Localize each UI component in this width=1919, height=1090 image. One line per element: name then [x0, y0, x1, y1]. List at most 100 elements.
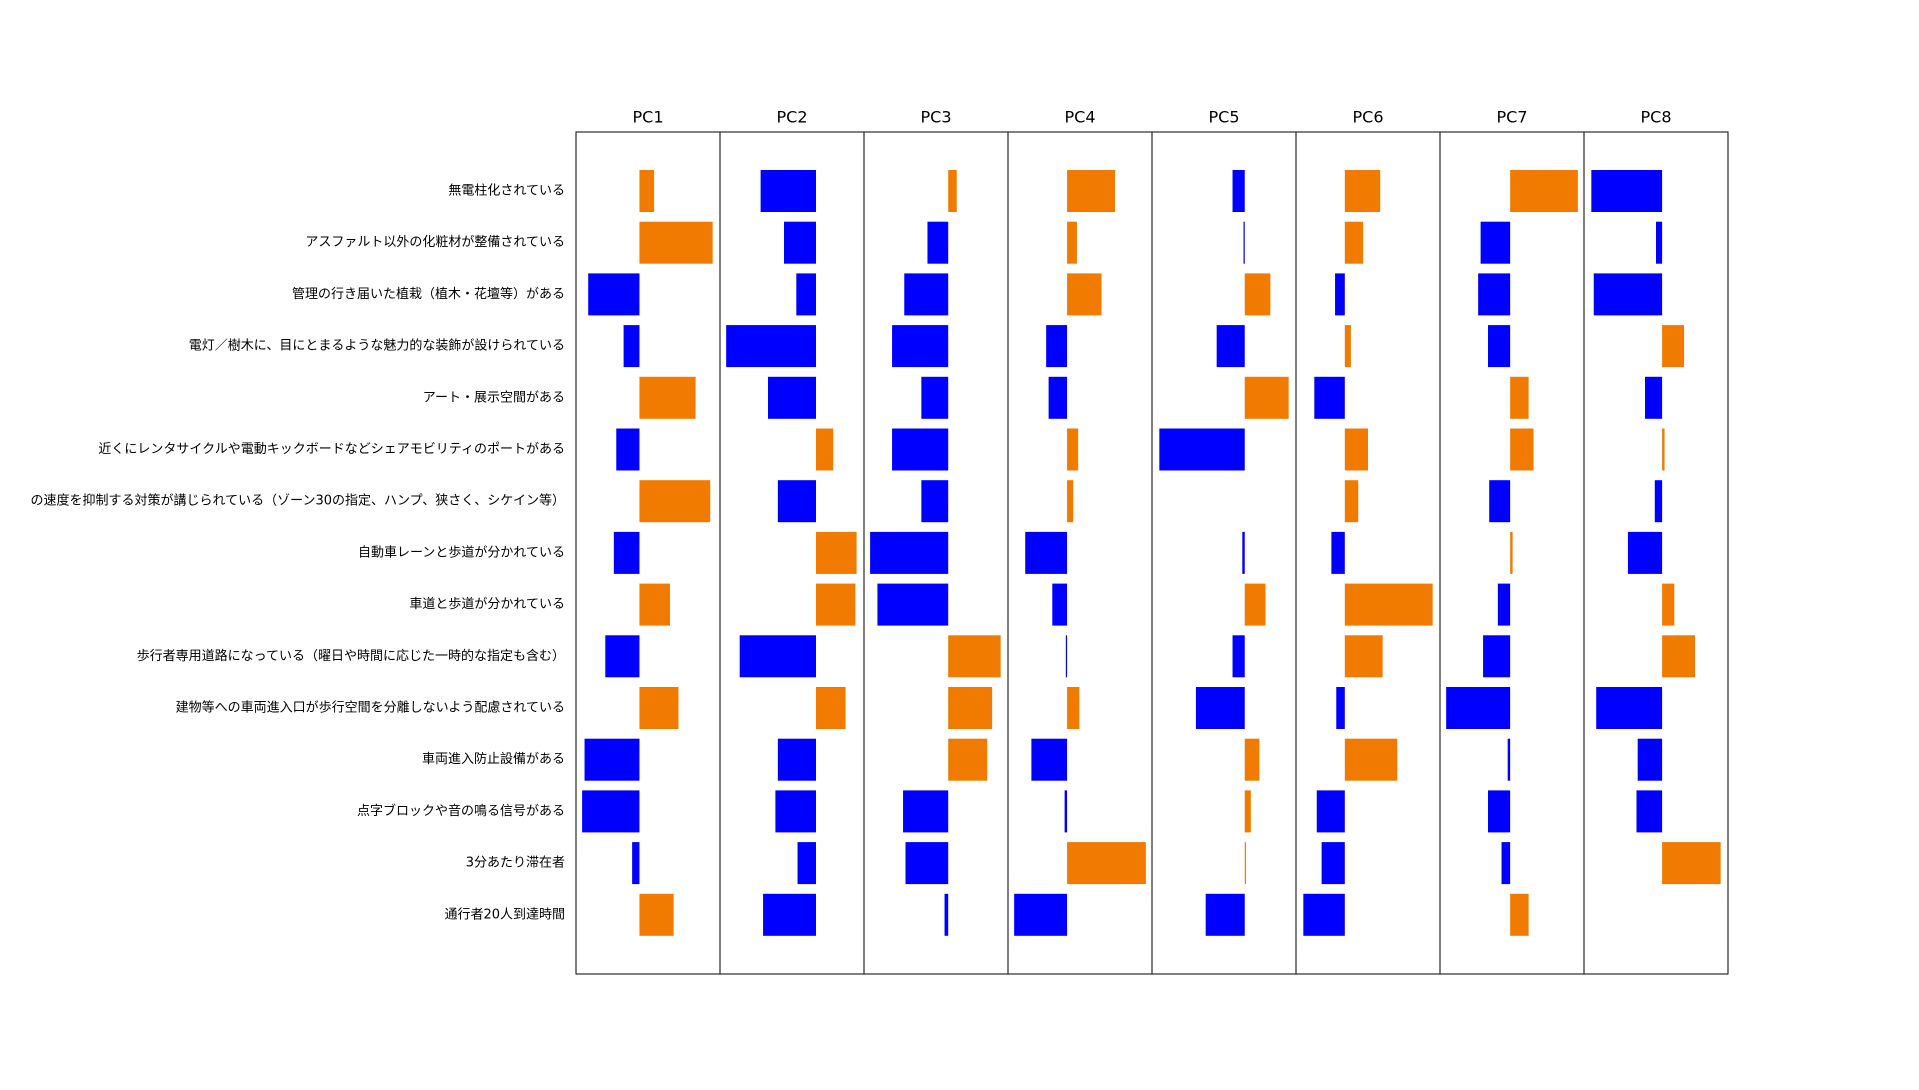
bar: [870, 531, 949, 574]
bar: [1244, 790, 1251, 833]
bar: [1025, 531, 1068, 574]
bar: [1331, 531, 1345, 574]
bar: [1662, 583, 1675, 626]
bar: [1637, 738, 1663, 781]
bar: [1662, 635, 1696, 678]
bar: [1048, 376, 1068, 419]
category-label: 通行者20人到達時間: [444, 907, 565, 922]
bar: [1314, 376, 1345, 419]
bar: [1232, 635, 1245, 678]
bar: [760, 170, 816, 212]
bar: [1488, 790, 1511, 833]
bar: [892, 428, 949, 471]
bar: [1336, 687, 1345, 729]
category-label: 車両進入防止設備がある: [422, 751, 565, 767]
bar: [726, 325, 816, 368]
bar: [1662, 428, 1665, 471]
bar: [639, 583, 670, 626]
category-label: 電灯／樹木に、目にとまるような魅力的な装飾が設けられている: [189, 338, 565, 354]
bar: [892, 325, 949, 368]
bar: [1501, 842, 1511, 885]
bar: [1591, 170, 1663, 212]
bar: [623, 325, 640, 368]
panel-frame: [1295, 131, 1441, 975]
panel-frame: [1151, 131, 1297, 975]
bar: [1014, 893, 1068, 936]
bar: [1067, 428, 1079, 471]
bar: [1216, 325, 1245, 368]
bar: [1488, 325, 1511, 368]
category-label: 点字ブロックや音の鳴る信号がある: [357, 803, 565, 819]
bar: [1244, 376, 1289, 419]
bar: [639, 687, 679, 729]
bar: [639, 170, 655, 212]
bar: [1321, 842, 1345, 885]
bar: [739, 635, 816, 678]
category-label: 3分あたり滞在者: [466, 856, 565, 871]
panel-title: PC6: [1353, 108, 1384, 127]
bar: [1446, 687, 1511, 729]
bar: [816, 583, 856, 626]
bar: [1480, 221, 1511, 264]
bar: [1662, 842, 1721, 885]
bar: [639, 221, 713, 264]
bar: [927, 221, 949, 264]
bar: [1244, 842, 1246, 885]
category-label: 管理の行き届いた植栽（植木・花壇等）がある: [292, 286, 565, 302]
bar: [1483, 635, 1511, 678]
bar: [1489, 480, 1511, 523]
bar: [1067, 273, 1102, 316]
bar: [1510, 531, 1513, 574]
bar: [1596, 687, 1663, 729]
bar: [1645, 376, 1663, 419]
bar: [1478, 273, 1511, 316]
bar: [921, 376, 949, 419]
category-label: アスファルト以外の化粧材が整備されている: [305, 234, 565, 250]
bar: [616, 428, 640, 471]
bar: [816, 428, 834, 471]
bar: [1656, 221, 1663, 264]
bar: [639, 893, 674, 936]
panel-title: PC8: [1641, 108, 1672, 127]
bar: [948, 635, 1001, 678]
bar: [948, 738, 988, 781]
panel-title: PC3: [921, 108, 952, 127]
bar: [1654, 480, 1663, 523]
bar: [1244, 738, 1260, 781]
bar: [1335, 273, 1345, 316]
bar: [1031, 738, 1068, 781]
bar: [1244, 583, 1266, 626]
bar: [1159, 428, 1245, 471]
category-label: の速度を抑制する対策が講じられている（ゾーン30の指定、ハンプ、狭さく、シケイン…: [31, 493, 565, 509]
bar: [1052, 583, 1068, 626]
bar: [1244, 273, 1271, 316]
bar: [775, 790, 816, 833]
bar: [1510, 376, 1529, 419]
category-label: 無電柱化されている: [448, 184, 565, 199]
bar: [1316, 790, 1345, 833]
bar: [1064, 790, 1068, 833]
bar: [1593, 273, 1663, 316]
bar: [1510, 170, 1578, 212]
bar: [1344, 428, 1368, 471]
bar: [1232, 170, 1245, 212]
bar: [588, 273, 640, 316]
bar: [1662, 325, 1685, 368]
bar: [582, 790, 640, 833]
bar: [1243, 221, 1245, 264]
panel-title: PC2: [777, 108, 808, 127]
bar: [763, 893, 816, 936]
panel-frame: [1583, 131, 1729, 975]
bar: [584, 738, 640, 781]
bar: [944, 893, 949, 936]
bar: [784, 221, 816, 264]
bar: [1205, 893, 1245, 936]
bar: [948, 170, 957, 212]
bar: [1046, 325, 1068, 368]
bar: [816, 687, 846, 729]
bar: [1507, 738, 1511, 781]
bar: [639, 480, 711, 523]
bar: [777, 738, 816, 781]
category-label: 建物等への車両進入口が歩行空間を分離しないよう配慮されている: [176, 700, 565, 716]
